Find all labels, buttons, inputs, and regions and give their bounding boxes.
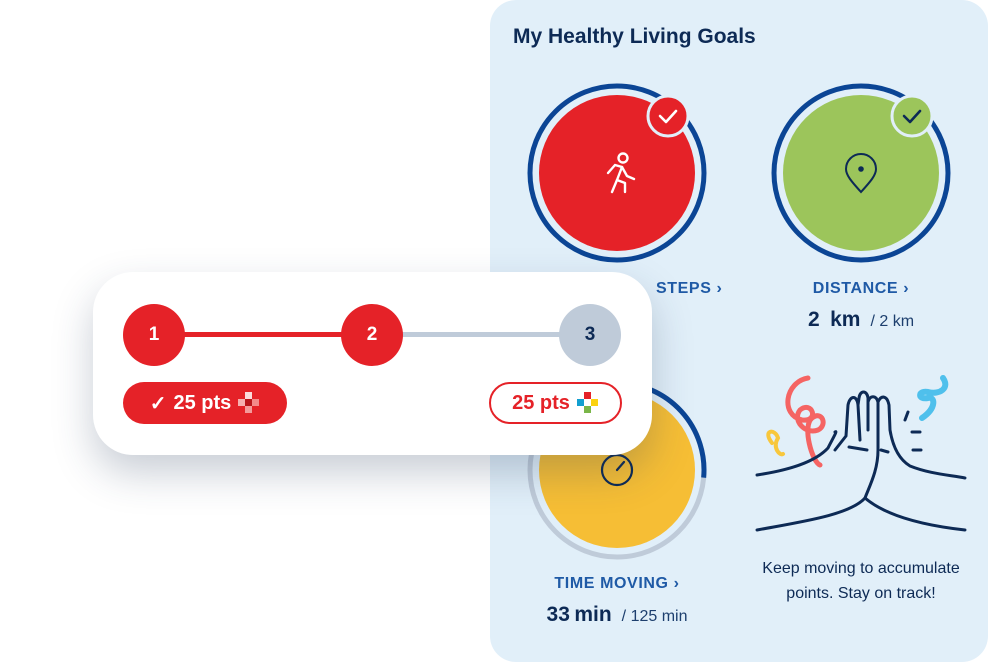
points-progress-card: 1 2 3 ✓ 25 pts 25 pts <box>93 272 652 455</box>
earned-points-label: 25 pts <box>173 391 232 414</box>
distance-label: DISTANCE <box>812 280 899 297</box>
distance-goal-fill <box>783 95 939 251</box>
time-moving-label: TIME MOVING <box>554 575 669 592</box>
motivation-message: Keep moving to accumulate points. Stay o… <box>762 560 960 602</box>
distance-target: / 2 km <box>870 313 915 330</box>
map-pin-icon <box>844 153 878 194</box>
distance-goal-ring[interactable] <box>771 83 951 263</box>
progress-track-pending <box>372 332 590 337</box>
progress-step-3: 3 <box>559 304 621 366</box>
progress-track-completed <box>154 332 372 337</box>
chevron-right-icon: › <box>903 280 910 297</box>
distance-amount: 2 <box>807 308 820 331</box>
check-icon: ✓ <box>149 392 167 415</box>
distance-unit: km <box>830 308 861 331</box>
steps-goal-ring[interactable] <box>527 83 707 263</box>
time-moving-goal-link[interactable]: TIME MOVING › <box>497 575 737 593</box>
walking-person-icon <box>606 152 636 194</box>
completed-check-icon <box>890 94 934 138</box>
panel-title: My Healthy Living Goals <box>513 25 756 48</box>
distance-progress-ring <box>771 83 951 263</box>
time-moving-target: / 125 min <box>621 608 688 625</box>
distance-goal-link[interactable]: DISTANCE › <box>741 280 981 298</box>
available-points-badge: 25 pts <box>489 382 622 424</box>
steps-goal-link[interactable]: STEPS › <box>656 280 722 298</box>
progress-step-1: 1 <box>123 304 185 366</box>
chevron-right-icon: › <box>673 575 680 592</box>
steps-goal-fill <box>539 95 695 251</box>
completed-check-icon <box>646 94 690 138</box>
high-five-illustration <box>755 375 967 532</box>
steps-progress-ring <box>527 83 707 263</box>
available-points-label: 25 pts <box>512 391 570 414</box>
time-moving-value: 33 min / 125 min <box>487 603 747 627</box>
progress-step-2: 2 <box>341 304 403 366</box>
health-cross-icon <box>576 392 598 413</box>
distance-value: 2 km / 2 km <box>731 308 990 332</box>
health-cross-icon <box>238 392 260 413</box>
chevron-right-icon: › <box>716 280 723 297</box>
stopwatch-icon <box>600 453 634 487</box>
earned-points-badge: ✓ 25 pts <box>123 382 287 424</box>
time-moving-unit: min <box>574 603 612 626</box>
steps-label: STEPS <box>656 280 712 297</box>
time-moving-amount: 33 <box>546 603 570 626</box>
